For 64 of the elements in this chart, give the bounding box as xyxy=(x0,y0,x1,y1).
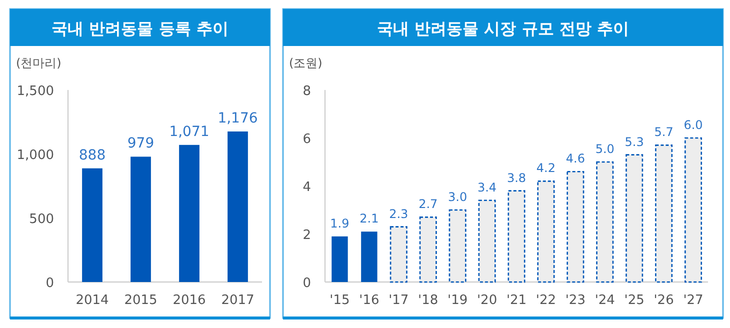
x-tick-label: '18 xyxy=(418,293,438,308)
x-tick-label: '23 xyxy=(565,293,586,308)
data-label: 3.0 xyxy=(448,190,468,204)
data-label: 1.9 xyxy=(330,216,350,230)
x-tick-label: '21 xyxy=(506,293,527,308)
chart-title: 국내 반려동물 등록 추이 xyxy=(52,19,228,38)
data-label: 6.0 xyxy=(684,118,703,132)
x-tick-label: '17 xyxy=(388,293,409,308)
data-label: 3.8 xyxy=(506,170,526,185)
x-tick-label: '25 xyxy=(624,293,644,308)
bar xyxy=(684,137,702,283)
data-label: 2.7 xyxy=(418,197,438,212)
data-label: 2.1 xyxy=(360,212,379,226)
bar xyxy=(508,190,526,283)
bar xyxy=(419,216,437,283)
bar xyxy=(626,154,644,283)
data-label: 5.3 xyxy=(624,134,644,149)
x-tick-label: '22 xyxy=(536,293,556,308)
x-tick-label: '24 xyxy=(594,293,615,308)
data-label: 888 xyxy=(78,147,106,164)
bar xyxy=(332,236,348,282)
x-tick-label: '16 xyxy=(359,293,380,308)
bar xyxy=(179,144,200,282)
bar xyxy=(596,161,614,283)
x-tick-label: 2015 xyxy=(124,293,158,308)
bar xyxy=(82,168,102,282)
x-tick-label: '15 xyxy=(330,293,350,308)
data-label: 5.7 xyxy=(654,125,674,140)
y-axis-title: (천마리) xyxy=(16,56,62,70)
x-tick-label: '27 xyxy=(683,293,704,308)
chart-title: 국내 반려동물 시장 규모 전망 추이 xyxy=(377,19,629,38)
y-tick-label: 0 xyxy=(46,276,54,291)
x-tick-label: 2014 xyxy=(76,293,109,308)
bar xyxy=(228,131,248,282)
data-label: 2.3 xyxy=(389,206,408,221)
y-tick-label: 500 xyxy=(29,212,54,227)
bar xyxy=(566,170,584,283)
data-label: 1,176 xyxy=(218,110,258,126)
bar xyxy=(448,209,466,283)
y-tick-label: 2 xyxy=(302,228,311,243)
data-label: 3.4 xyxy=(477,180,497,194)
y-tick-label: 6 xyxy=(302,132,311,147)
y-tick-label: 0 xyxy=(302,276,311,291)
y-tick-label: 4 xyxy=(302,180,311,195)
y-tick-label: 1,500 xyxy=(16,84,54,99)
bar xyxy=(537,180,555,283)
y-tick-label: 1,000 xyxy=(16,148,54,163)
x-tick-label: '26 xyxy=(654,293,674,308)
bar xyxy=(478,200,496,283)
data-label: 4.2 xyxy=(536,161,556,176)
x-tick-label: 2016 xyxy=(172,293,206,308)
data-label: 5.0 xyxy=(595,142,614,156)
bar xyxy=(361,232,378,282)
data-label: 979 xyxy=(127,136,154,152)
bar xyxy=(130,156,151,282)
data-label: 4.6 xyxy=(566,152,585,166)
bar xyxy=(390,226,408,283)
x-tick-label: '19 xyxy=(448,293,468,308)
x-tick-label: 2017 xyxy=(221,293,254,308)
data-label: 1,071 xyxy=(169,124,210,140)
y-axis-title: (조원) xyxy=(289,56,322,70)
y-tick-label: 8 xyxy=(302,84,311,99)
bar xyxy=(655,144,673,283)
x-tick-label: '20 xyxy=(476,293,498,308)
